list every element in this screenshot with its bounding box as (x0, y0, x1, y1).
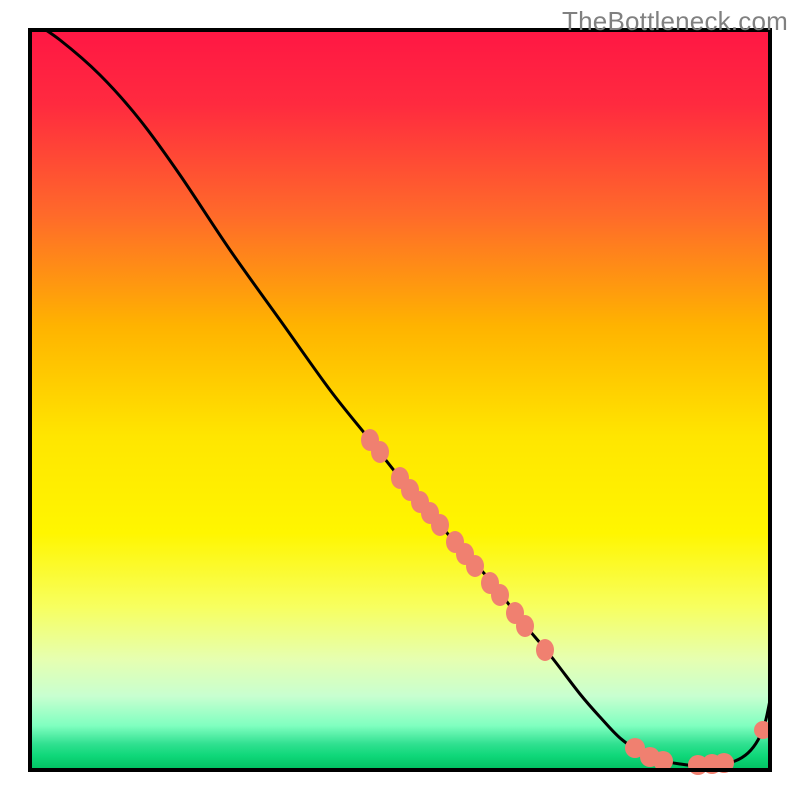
bottleneck-chart (0, 0, 800, 800)
data-marker (536, 639, 554, 661)
chart-container: TheBottleneck.com (0, 0, 800, 800)
data-marker (516, 615, 534, 637)
data-marker (466, 555, 484, 577)
data-marker (371, 441, 389, 463)
watermark-text: TheBottleneck.com (562, 6, 788, 37)
plot-background (30, 30, 770, 770)
data-marker (431, 514, 449, 536)
data-marker (491, 584, 509, 606)
